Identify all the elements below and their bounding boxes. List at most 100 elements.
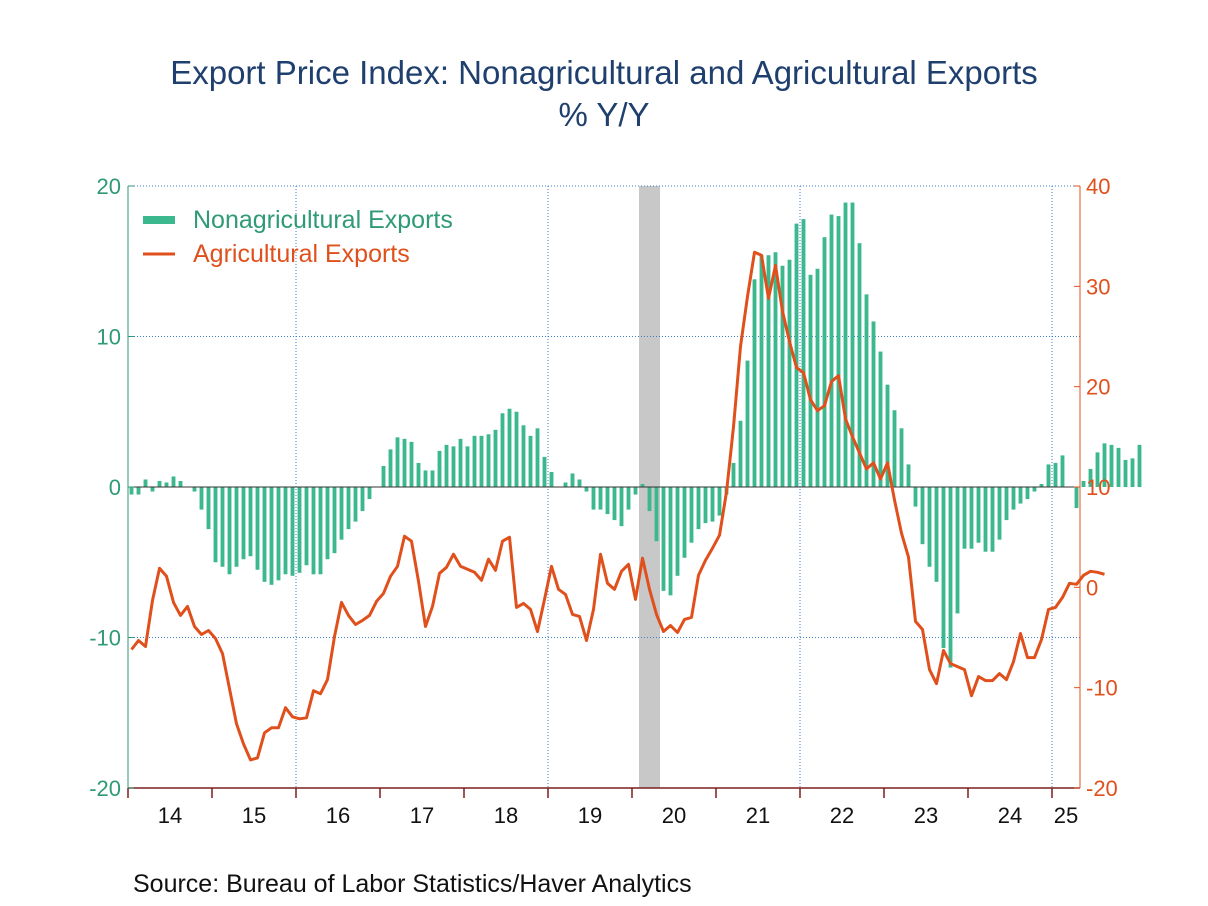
nonagricultural-bar [850, 202, 855, 487]
nonagricultural-bar [535, 428, 540, 487]
nonagricultural-bar [682, 487, 687, 558]
nonagricultural-bar [507, 408, 512, 487]
nonagricultural-bar [1053, 462, 1058, 487]
nonagricultural-bar [927, 487, 932, 567]
right-axis-tick-label: 40 [1086, 174, 1110, 199]
nonagricultural-bar [192, 487, 197, 492]
nonagricultural-bar [458, 438, 463, 487]
nonagricultural-bar [486, 434, 491, 487]
nonagricultural-bar [276, 487, 281, 581]
nonagricultural-bar [1060, 455, 1065, 487]
nonagricultural-bar [1018, 487, 1023, 504]
nonagricultural-bar [934, 487, 939, 582]
nonagricultural-bar [577, 479, 582, 487]
nonagricultural-bar [1025, 487, 1030, 500]
x-axis-tick-label: 19 [578, 803, 602, 828]
nonagricultural-bar [759, 255, 764, 487]
nonagricultural-bar [920, 487, 925, 545]
nonagricultural-bar [150, 487, 155, 492]
nonagricultural-bar [780, 265, 785, 487]
nonagricultural-bar [1137, 444, 1142, 487]
legend: Nonagricultural Exports Agricultural Exp… [143, 206, 453, 268]
nonagricultural-bar [339, 487, 344, 540]
nonagricultural-bar [570, 473, 575, 487]
nonagricultural-bar [255, 487, 260, 570]
nonagricultural-bar [269, 487, 274, 585]
nonagricultural-bar [871, 321, 876, 487]
nonagricultural-bar [479, 435, 484, 487]
nonagricultural-bar [1032, 487, 1037, 492]
chart-subtitle: % Y/Y [558, 96, 650, 133]
nonagricultural-bar [311, 487, 316, 575]
left-axis-tick-labels: 20 10 0 -10 -20 [89, 174, 134, 801]
nonagricultural-bar [948, 487, 953, 668]
left-axis-tick-label: -20 [89, 776, 121, 801]
x-axis-tick-label: 22 [830, 803, 854, 828]
nonagricultural-bar [297, 487, 302, 573]
nonagricultural-bar [528, 435, 533, 487]
nonagricultural-bar [717, 487, 722, 516]
right-axis-tick-label: 0 [1086, 575, 1098, 600]
legend-swatch-nonagricultural [143, 216, 175, 224]
nonagricultural-bar [906, 464, 911, 487]
nonagricultural-bar [976, 487, 981, 543]
nonagricultural-bar [353, 487, 358, 522]
nonagricultural-bar [395, 437, 400, 487]
left-axis-tick-label: 0 [109, 475, 121, 500]
nonagricultural-bar [899, 428, 904, 487]
nonagricultural-bar [381, 465, 386, 487]
nonagricultural-bar [654, 487, 659, 542]
x-axis-tick-label: 21 [746, 803, 770, 828]
nonagricultural-bar [787, 259, 792, 487]
nonagricultural-bar [367, 487, 372, 500]
right-axis-tick-label: 30 [1086, 274, 1110, 299]
nonagricultural-bar [241, 487, 246, 560]
nonagricultural-bar [1109, 444, 1114, 487]
nonagricultural-bar [157, 480, 162, 487]
nonagricultural-bar [731, 462, 736, 487]
nonagricultural-bar [612, 487, 617, 521]
nonagricultural-bar [696, 487, 701, 530]
left-axis-tick-label: 10 [97, 325, 121, 350]
nonagricultural-bar [857, 243, 862, 487]
nonagricultural-bar [1046, 464, 1051, 487]
nonagricultural-bar [199, 487, 204, 510]
x-axis-tick-label: 23 [914, 803, 938, 828]
x-axis-tick-label: 24 [998, 803, 1022, 828]
nonagricultural-bar [990, 487, 995, 552]
nonagricultural-bar [227, 487, 232, 575]
agricultural-exports-line [130, 250, 1105, 762]
nonagricultural-bar [997, 487, 1002, 540]
nonagricultural-bar [430, 470, 435, 487]
x-axis-tick-label: 20 [662, 803, 686, 828]
nonagricultural-bar [605, 487, 610, 515]
nonagricultural-bar [794, 223, 799, 487]
nonagricultural-bar [437, 450, 442, 487]
nonagricultural-bar [962, 487, 967, 549]
nonagricultural-bar [234, 487, 239, 567]
nonagricultural-bar [549, 471, 554, 487]
nonagricultural-bar [542, 456, 547, 487]
nonagricultural-bar [1004, 487, 1009, 521]
right-axis-tick-labels: 40 30 20 10 0 -10 -20 [1074, 174, 1118, 801]
x-axis-tick-label: 17 [410, 803, 434, 828]
nonagricultural-bar [388, 449, 393, 487]
nonagricultural-bar [262, 487, 267, 582]
left-axis-tick-label: 20 [97, 174, 121, 199]
nonagricultural-bar [1074, 487, 1079, 509]
nonagricultural-bar [360, 487, 365, 512]
nonagricultural-bar [409, 441, 414, 487]
nonagricultural-bar [710, 487, 715, 522]
nonagricultural-bar [213, 487, 218, 563]
nonagricultural-bar [206, 487, 211, 530]
nonagricultural-bar [493, 429, 498, 487]
nonagricultural-bar [1116, 447, 1121, 487]
nonagricultural-bar [318, 487, 323, 575]
nonagricultural-bar [451, 446, 456, 487]
legend-label-agricultural: Agricultural Exports [193, 240, 410, 268]
nonagricultural-bar [563, 482, 568, 487]
nonagricultural-bar [346, 487, 351, 530]
nonagricultural-bar [500, 413, 505, 487]
nonagricultural-bar [325, 487, 330, 560]
